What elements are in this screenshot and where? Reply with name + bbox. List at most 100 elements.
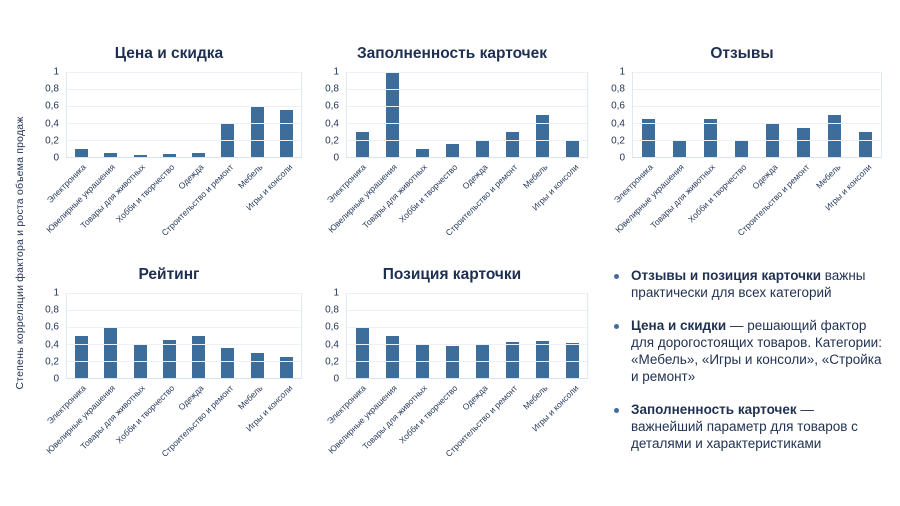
y-tick-label: 0,4 bbox=[45, 118, 59, 130]
bar-cell bbox=[213, 293, 242, 378]
chart-plot-area: 1 0,8 0,6 0,4 0,2 0 bbox=[602, 67, 882, 164]
bar-cell bbox=[407, 293, 437, 378]
gridline bbox=[347, 89, 587, 90]
x-cell: Строительство и ремонт bbox=[444, 379, 527, 459]
chart-rating: Рейтинг 1 0,8 0,6 0,4 0,2 0 Электроника Ювелир… bbox=[36, 266, 302, 459]
gridline bbox=[347, 344, 587, 345]
chart-price-discount: Цена и скидка 1 0,8 0,6 0,4 0,2 0 Электроника… bbox=[36, 45, 302, 238]
gridline bbox=[67, 72, 301, 73]
y-axis: 1 0,8 0,6 0,4 0,2 0 bbox=[602, 67, 632, 164]
bar bbox=[221, 348, 235, 378]
bar bbox=[250, 352, 264, 378]
chart-title: Заполненность карточек bbox=[356, 45, 548, 62]
bar-cell bbox=[726, 72, 757, 157]
bar bbox=[355, 131, 369, 157]
bar-cell bbox=[527, 72, 557, 157]
bar-cell bbox=[126, 72, 155, 157]
chart-title: Рейтинг bbox=[138, 266, 200, 283]
gridline bbox=[67, 106, 301, 107]
y-axis: 1 0,8 0,6 0,4 0,2 0 bbox=[36, 288, 66, 385]
bar bbox=[735, 140, 748, 157]
plot bbox=[346, 293, 588, 379]
y-tick-label: 0,2 bbox=[45, 356, 59, 368]
gridline bbox=[633, 106, 881, 107]
bar-cell bbox=[467, 293, 497, 378]
y-tick-label: 1 bbox=[619, 66, 625, 78]
gridline bbox=[347, 310, 587, 311]
bar bbox=[475, 140, 489, 157]
bar bbox=[445, 144, 459, 157]
y-tick-label: 0,8 bbox=[45, 83, 59, 95]
x-cell: Строительство и ремонт bbox=[159, 379, 244, 459]
x-cell: Игры и консоли bbox=[823, 158, 882, 230]
insight-text: Заполненность карточек — важнейший парам… bbox=[631, 402, 858, 451]
y-tick-label: 1 bbox=[333, 287, 339, 299]
bullet-icon bbox=[614, 408, 619, 414]
bar bbox=[279, 356, 293, 378]
bar-cell bbox=[850, 72, 881, 157]
y-tick-label: 0,8 bbox=[45, 304, 59, 316]
bar-cell bbox=[96, 72, 125, 157]
bar bbox=[704, 118, 717, 157]
bar-cell bbox=[96, 293, 125, 378]
bar bbox=[104, 327, 118, 378]
bar bbox=[415, 148, 429, 157]
bar-cell bbox=[213, 72, 242, 157]
x-axis: Электроника Ювелирные украшения Товары для… bbox=[45, 158, 302, 238]
bullet-icon bbox=[614, 274, 619, 279]
gridline bbox=[347, 327, 587, 328]
plot bbox=[632, 72, 882, 158]
x-cell: Строительство и ремонт bbox=[735, 158, 819, 238]
bar-cell bbox=[437, 293, 467, 378]
bar-cell bbox=[347, 72, 377, 157]
bar-cell bbox=[243, 293, 272, 378]
chart-plot-area: 1 0,8 0,6 0,4 0,2 0 bbox=[316, 288, 588, 385]
bars bbox=[67, 72, 301, 157]
gridline bbox=[347, 106, 587, 107]
y-tick-label: 0,2 bbox=[611, 135, 625, 147]
insights-list: Отзывы и позиция карточки важны практиче… bbox=[612, 268, 888, 470]
bar-cell bbox=[155, 72, 184, 157]
y-tick-label: 0,4 bbox=[611, 118, 625, 130]
y-tick-label: 1 bbox=[53, 287, 59, 299]
y-tick-label: 0 bbox=[619, 152, 625, 164]
chart-reviews: Отзывы 1 0,8 0,6 0,4 0,2 0 Электроника Ювелирн… bbox=[602, 45, 882, 238]
bar bbox=[565, 343, 579, 378]
insight-text: Цена и скидки — решающий фактор для доро… bbox=[631, 318, 882, 384]
bar-cell bbox=[695, 72, 726, 157]
gridline bbox=[633, 140, 881, 141]
bar-cell bbox=[272, 72, 301, 157]
y-tick-label: 0,2 bbox=[325, 135, 339, 147]
bar bbox=[505, 342, 519, 378]
insight-item-reviews-position: Отзывы и позиция карточки важны практиче… bbox=[612, 268, 888, 301]
bar bbox=[565, 140, 579, 157]
x-cell: Игры и консоли bbox=[529, 379, 588, 451]
chart-plot-area: 1 0,8 0,6 0,4 0,2 0 bbox=[316, 67, 588, 164]
gridline bbox=[67, 310, 301, 311]
gridline bbox=[347, 123, 587, 124]
gridline bbox=[347, 361, 587, 362]
y-axis-title: Степень корреляции фактора и роста объем… bbox=[14, 116, 26, 390]
bar bbox=[75, 335, 89, 378]
bars bbox=[347, 72, 587, 157]
gridline bbox=[633, 123, 881, 124]
plot bbox=[66, 293, 302, 379]
x-axis: Электроника Ювелирные украшения Товары для… bbox=[45, 379, 302, 459]
chart-title: Отзывы bbox=[710, 45, 774, 62]
y-tick-label: 0,4 bbox=[45, 339, 59, 351]
bar bbox=[385, 72, 399, 157]
chart-title: Позиция карточки bbox=[382, 266, 522, 283]
y-axis: 1 0,8 0,6 0,4 0,2 0 bbox=[316, 67, 346, 164]
bullet-icon bbox=[614, 324, 619, 330]
insight-item-price-discounts: Цена и скидки — решающий фактор для доро… bbox=[612, 318, 888, 385]
gridline bbox=[633, 89, 881, 90]
gridline bbox=[67, 293, 301, 294]
y-tick-label: 0,4 bbox=[325, 118, 339, 130]
insight-text: Отзывы и позиция карточки важны практиче… bbox=[631, 268, 866, 300]
bar-cell bbox=[437, 72, 467, 157]
x-axis: Электроника Ювелирные украшения Товары для… bbox=[612, 158, 882, 238]
y-tick-label: 0 bbox=[53, 373, 59, 385]
bar-cell bbox=[557, 293, 587, 378]
y-tick-label: 0,6 bbox=[45, 100, 59, 112]
bar bbox=[133, 155, 147, 157]
